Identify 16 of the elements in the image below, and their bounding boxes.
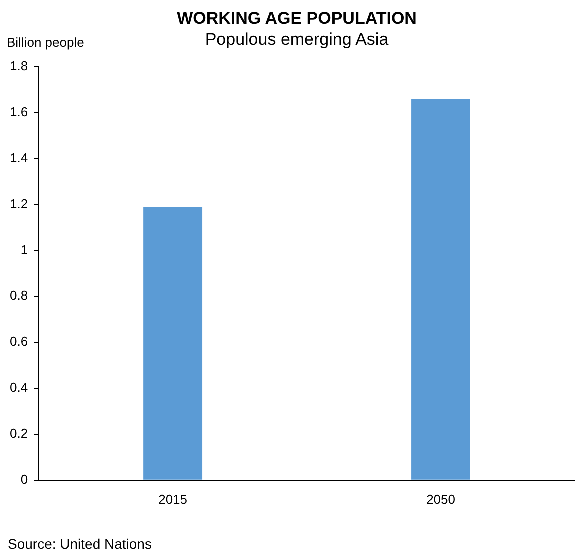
- y-tick-label: 1: [20, 242, 28, 258]
- y-tick-label: 1.2: [10, 196, 28, 212]
- y-tick-label: 0.8: [10, 288, 28, 304]
- y-tick-label: 0.6: [10, 334, 28, 350]
- x-tick-label: 2015: [158, 492, 188, 507]
- y-axis-title: Billion people: [7, 35, 84, 50]
- y-tick-label: 1.8: [10, 58, 28, 74]
- x-tick-label: 2050: [426, 492, 456, 507]
- y-tick-label: 0.4: [10, 380, 28, 396]
- chart-title: WORKING AGE POPULATION: [177, 9, 417, 28]
- y-tick-label: 0.2: [10, 426, 28, 442]
- y-tick-label: 0: [20, 472, 28, 487]
- y-tick-label: 1.4: [10, 150, 28, 166]
- chart-subtitle: Populous emerging Asia: [205, 30, 390, 49]
- y-tick-label: 1.6: [10, 104, 28, 120]
- source-note: Source: United Nations: [8, 536, 152, 552]
